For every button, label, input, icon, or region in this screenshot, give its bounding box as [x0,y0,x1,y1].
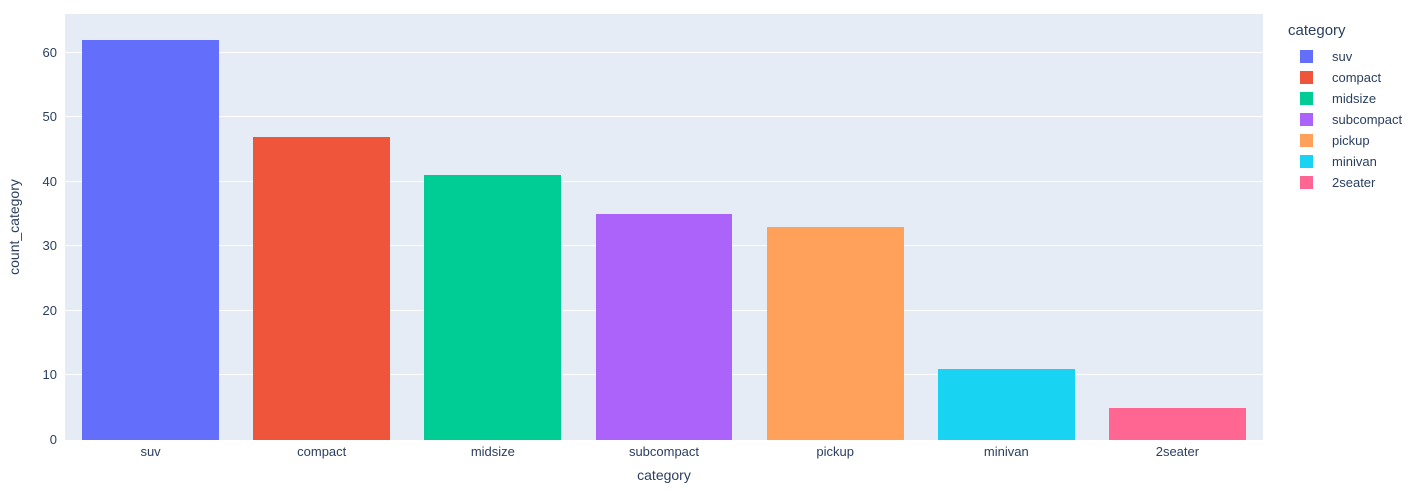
x-axis-title: category [637,467,691,483]
legend-item-midsize[interactable]: midsize [1288,88,1402,109]
legend-label: pickup [1332,133,1370,148]
legend-label: midsize [1332,91,1377,106]
y-tick-label-20: 20 [42,302,57,318]
y-tick-label-50: 50 [42,109,57,125]
x-tick-label-suv: suv [140,444,161,459]
legend-items: suv compact midsize subcompact pickup minivan… [1288,46,1402,193]
legend-item-pickup[interactable]: pickup [1288,130,1402,151]
x-tick-label-2seater: 2seater [1155,444,1200,459]
legend-swatch-2seater [1300,176,1313,189]
legend-item-minivan[interactable]: minivan [1288,151,1402,172]
legend-swatch-minivan [1300,155,1313,168]
legend-swatch-midsize [1300,92,1313,105]
x-tick-label-midsize: midsize [470,444,515,459]
legend-label: minivan [1332,154,1377,169]
gridline [65,180,1263,182]
legend-label: compact [1332,70,1382,85]
legend-item-subcompact[interactable]: subcompact [1288,109,1402,130]
legend-label: suv [1332,49,1353,64]
bar-pickup[interactable] [766,227,904,440]
x-tick-label-minivan: minivan [983,444,1029,459]
bar-2seater[interactable] [1108,407,1246,440]
bar-subcompact[interactable] [595,214,733,440]
x-tick-label-pickup: pickup [816,444,854,459]
legend-swatch-compact [1300,71,1313,84]
plot-area[interactable] [65,14,1263,440]
y-axis-title: count_category [6,179,22,275]
legend-item-compact[interactable]: compact [1288,67,1402,88]
gridline [65,116,1263,118]
bar-suv[interactable] [82,39,220,440]
x-axis-tick-labels: suv compact midsize subcompact pickup minivan… [65,444,1263,462]
bar-midsize[interactable] [424,175,562,440]
gridline [65,51,1263,53]
legend: category suv compact midsize subcompact pick… [1288,22,1402,193]
legend-swatch-suv [1300,50,1313,63]
legend-swatch-pickup [1300,134,1313,147]
y-tick-label-10: 10 [42,367,57,383]
y-tick-label-0: 0 [49,432,57,447]
bar-compact[interactable] [253,136,391,440]
bar-minivan[interactable] [937,369,1075,440]
legend-item-suv[interactable]: suv [1288,46,1402,67]
legend-item-2seater[interactable]: 2seater [1288,172,1402,193]
y-tick-label-40: 40 [42,173,57,189]
legend-label: subcompact [1332,112,1403,127]
y-tick-label-30: 30 [42,238,57,254]
legend-title: category [1288,22,1346,39]
y-axis-tick-labels: 0 10 20 30 40 50 60 [0,0,60,496]
x-tick-label-compact: compact [297,444,347,459]
y-tick-label-60: 60 [42,44,57,60]
legend-swatch-subcompact [1300,113,1313,126]
legend-label: 2seater [1332,175,1376,190]
x-tick-label-subcompact: subcompact [628,444,700,459]
